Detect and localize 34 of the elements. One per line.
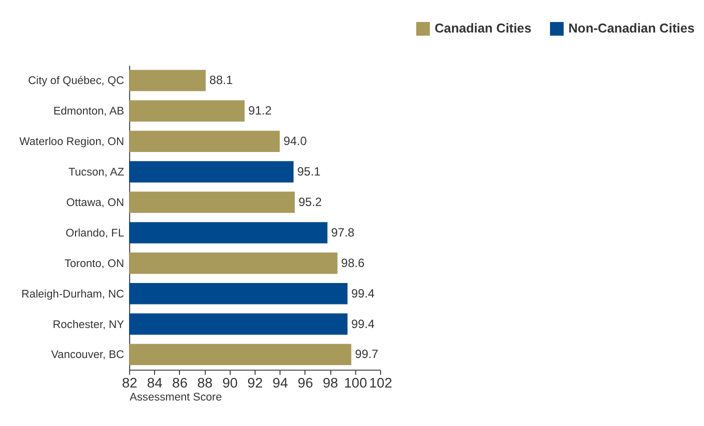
text: 99.7 [354, 347, 378, 362]
x-tick-label: 82 [122, 374, 138, 391]
text: 99.4 [351, 316, 375, 331]
text: 97.8 [331, 225, 354, 240]
x-tick-label: 86 [172, 374, 188, 391]
x-tick-label: 88 [197, 374, 213, 391]
y-tick-label: Toronto, ON [64, 258, 124, 270]
x-tick-label: 98 [322, 374, 338, 391]
x-tick-label: 94 [272, 374, 288, 391]
x-tick-label: 84 [147, 374, 163, 391]
text: 95.2 [298, 194, 322, 209]
text: 99.4 [351, 286, 375, 300]
y-tick-label: Raleigh-Durham, NC [21, 288, 124, 300]
x-tick-label: 102 [369, 374, 392, 391]
legend-label: Canadian Cities [434, 20, 532, 36]
y-tick-label: Orlando, FL [66, 227, 124, 240]
y-tick-label: Vancouver, BC [51, 349, 124, 362]
y-tick-label: Ottawa, ON [66, 196, 124, 209]
x-tick-label: 96 [298, 374, 314, 391]
text: 91.2 [248, 104, 272, 118]
y-tick-label: Edmonton, AB [53, 106, 124, 118]
y-tick-label: City of Québec, QC [28, 75, 124, 88]
x-tick-label: 92 [247, 374, 263, 391]
x-axis-title: Assessment Score [130, 392, 222, 404]
text: 95.1 [297, 164, 321, 179]
text: 98.6 [341, 256, 364, 270]
text: 94.0 [283, 134, 307, 148]
y-tick-label: Waterloo Region, ON [19, 136, 124, 148]
x-tick-label: 90 [222, 374, 238, 391]
x-tick-label: 100 [344, 374, 368, 391]
y-tick-label: Tucson, AZ [68, 166, 124, 179]
y-tick-label: Rochester, NY [52, 318, 125, 331]
text: 88.1 [209, 73, 233, 88]
legend-label: Non-Canadian Cities [568, 20, 695, 36]
